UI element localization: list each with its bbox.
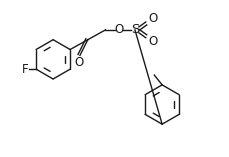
Text: O: O: [114, 23, 124, 36]
Text: O: O: [148, 12, 157, 25]
Text: O: O: [74, 56, 84, 69]
Text: S: S: [131, 23, 139, 36]
Text: F: F: [22, 63, 29, 76]
Text: O: O: [148, 35, 157, 48]
